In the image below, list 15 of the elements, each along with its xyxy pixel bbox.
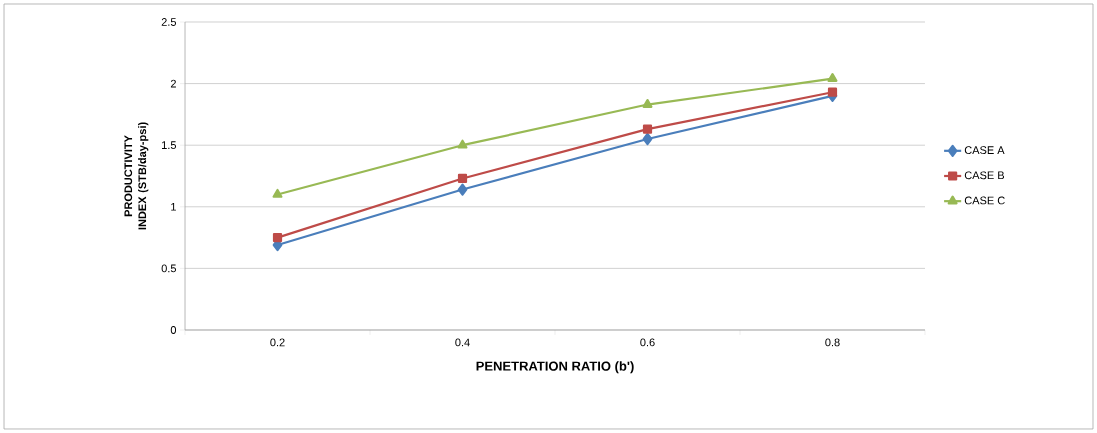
x-tick-label: 0.8 xyxy=(825,338,840,347)
y-tick-label: 1.5 xyxy=(162,141,177,150)
y-tick-label: 0.5 xyxy=(161,264,177,273)
legend-label: CASE B xyxy=(964,171,1005,180)
x-tick-label: 0.4 xyxy=(455,338,470,347)
legend-label: CASE C xyxy=(964,196,1005,205)
x-tick-label: 0.6 xyxy=(640,338,655,347)
x-tick-label: 0.2 xyxy=(270,338,285,347)
y-tick-label: 1 xyxy=(171,203,176,211)
y-tick-label: 2 xyxy=(170,79,176,88)
x-axis-title: PENETRATION RATIO (b') xyxy=(476,361,634,374)
legend-label: CASE A xyxy=(964,146,1005,155)
y-tick-label: 2.5 xyxy=(161,18,177,26)
y-tick-label: 0 xyxy=(170,326,177,334)
y-axis-title: PRODUCTIVITY INDEX (STB/day-psi) xyxy=(124,122,149,230)
